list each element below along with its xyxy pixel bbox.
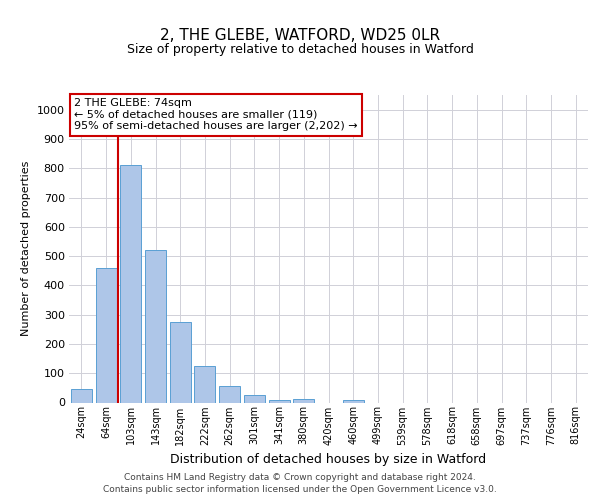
Bar	[71, 390, 92, 402]
Bar	[293, 398, 314, 402]
Text: Contains public sector information licensed under the Open Government Licence v3: Contains public sector information licen…	[103, 485, 497, 494]
Text: Contains HM Land Registry data © Crown copyright and database right 2024.: Contains HM Land Registry data © Crown c…	[124, 472, 476, 482]
Bar	[120, 166, 141, 402]
Bar	[269, 400, 290, 402]
Text: 2 THE GLEBE: 74sqm
← 5% of detached houses are smaller (119)
95% of semi-detache: 2 THE GLEBE: 74sqm ← 5% of detached hous…	[74, 98, 358, 132]
Bar	[343, 400, 364, 402]
X-axis label: Distribution of detached houses by size in Watford: Distribution of detached houses by size …	[170, 453, 487, 466]
Bar	[219, 386, 240, 402]
Text: 2, THE GLEBE, WATFORD, WD25 0LR: 2, THE GLEBE, WATFORD, WD25 0LR	[160, 28, 440, 42]
Bar	[170, 322, 191, 402]
Bar	[95, 268, 116, 402]
Bar	[145, 250, 166, 402]
Bar	[194, 366, 215, 403]
Y-axis label: Number of detached properties: Number of detached properties	[21, 161, 31, 336]
Bar	[244, 395, 265, 402]
Text: Size of property relative to detached houses in Watford: Size of property relative to detached ho…	[127, 42, 473, 56]
